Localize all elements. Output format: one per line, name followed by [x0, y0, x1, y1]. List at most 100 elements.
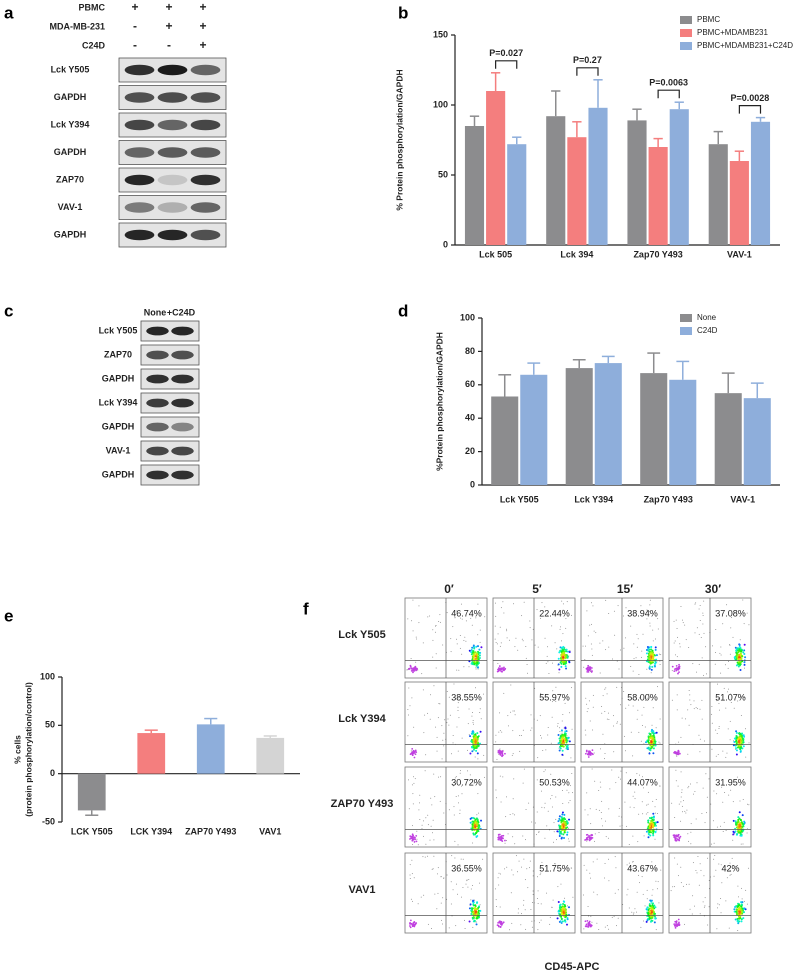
event-dot — [565, 628, 566, 629]
event-dot — [589, 700, 590, 701]
event-dot — [740, 751, 742, 753]
event-dot — [511, 870, 512, 871]
event-dot — [423, 895, 424, 896]
event-dot — [454, 857, 455, 858]
event-dot — [678, 875, 679, 876]
event-dot — [555, 819, 556, 820]
event-dot — [703, 633, 704, 634]
event-dot — [651, 666, 653, 668]
event-dot — [562, 920, 564, 922]
event-dot — [590, 721, 591, 722]
event-dot — [696, 819, 697, 820]
legend-swatch — [680, 29, 692, 37]
event-dot — [512, 836, 513, 837]
event-dot — [707, 797, 708, 798]
event-dot — [676, 838, 678, 840]
event-dot — [555, 642, 556, 643]
bar — [566, 368, 593, 485]
event-dot — [660, 870, 661, 871]
event-dot — [498, 837, 500, 839]
event-dot — [690, 783, 691, 784]
event-dot — [414, 837, 416, 839]
event-dot — [517, 650, 518, 651]
x-tick-label: LCK Y394 — [130, 826, 172, 836]
event-dot — [688, 647, 689, 648]
flow-row-label: Lck Y505 — [338, 629, 386, 641]
event-dot — [532, 902, 533, 903]
event-dot — [649, 899, 651, 901]
legend-label: PBMC+MDAMB231+C24D — [697, 41, 793, 50]
event-dot — [646, 906, 648, 908]
event-dot — [677, 864, 678, 865]
event-dot — [536, 834, 537, 835]
event-dot — [732, 858, 733, 859]
event-dot — [458, 795, 459, 796]
event-dot — [437, 737, 438, 738]
event-dot — [625, 637, 626, 638]
event-dot — [651, 652, 653, 654]
event-dot — [415, 923, 417, 925]
event-dot — [741, 888, 742, 889]
event-dot — [470, 818, 472, 820]
event-dot — [500, 646, 501, 647]
event-dot — [725, 757, 726, 758]
event-dot — [484, 777, 485, 778]
event-dot — [677, 667, 679, 669]
event-dot — [515, 714, 516, 715]
event-dot — [655, 639, 656, 640]
event-dot — [632, 836, 633, 837]
event-dot — [649, 665, 651, 667]
event-dot — [705, 646, 706, 647]
event-dot — [600, 748, 601, 749]
event-dot — [412, 835, 414, 837]
event-dot — [702, 657, 703, 658]
significance-bracket — [658, 90, 679, 98]
event-dot — [545, 803, 546, 804]
event-dot — [717, 907, 718, 908]
event-dot — [478, 813, 479, 814]
event-dot — [506, 840, 507, 841]
event-dot — [551, 625, 552, 626]
event-dot — [415, 662, 416, 663]
event-dot — [681, 792, 682, 793]
event-dot — [562, 633, 563, 634]
condition-sign: + — [199, 38, 206, 52]
event-dot — [681, 771, 682, 772]
event-dot — [675, 927, 677, 929]
event-dot — [469, 920, 471, 922]
event-dot — [618, 777, 619, 778]
event-dot — [509, 640, 510, 641]
event-dot — [473, 647, 475, 649]
event-dot — [586, 704, 587, 705]
blot-band — [171, 399, 194, 408]
event-dot — [586, 924, 588, 926]
event-dot — [470, 740, 472, 742]
event-dot — [453, 735, 454, 736]
legend-swatch — [680, 16, 692, 24]
event-dot — [660, 664, 661, 665]
event-dot — [544, 838, 545, 839]
gate-percentage: 58.00% — [627, 692, 658, 702]
event-dot — [409, 808, 410, 809]
event-dot — [742, 742, 744, 744]
event-dot — [741, 747, 743, 749]
event-dot — [629, 844, 630, 845]
event-dot — [412, 924, 414, 926]
event-dot — [651, 904, 653, 906]
event-dot — [713, 859, 714, 860]
event-dot — [525, 839, 526, 840]
event-dot — [658, 742, 659, 743]
event-dot — [678, 919, 680, 921]
event-dot — [451, 753, 452, 754]
event-dot — [735, 830, 737, 832]
event-dot — [743, 799, 744, 800]
event-dot — [503, 693, 504, 694]
event-dot — [675, 770, 676, 771]
event-dot — [432, 657, 433, 658]
event-dot — [743, 661, 745, 663]
event-dot — [465, 928, 466, 929]
event-dot — [745, 728, 746, 729]
event-dot — [671, 890, 672, 891]
event-dot — [748, 804, 749, 805]
event-dot — [660, 718, 661, 719]
